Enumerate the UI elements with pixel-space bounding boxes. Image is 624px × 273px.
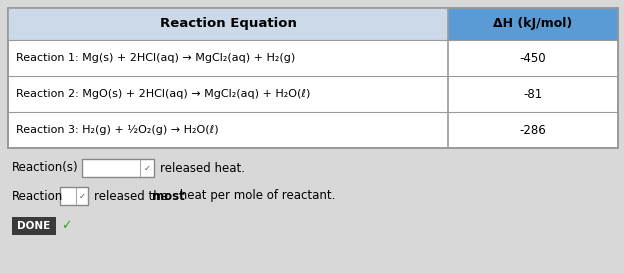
Text: DONE: DONE [17, 221, 51, 231]
Text: -450: -450 [520, 52, 547, 64]
Bar [8, 8, 618, 148]
Bar [82, 159, 154, 177]
Text: Reaction Equation: Reaction Equation [160, 17, 296, 31]
Text: -81: -81 [524, 88, 543, 100]
Text: -286: -286 [520, 123, 547, 136]
Text: Reaction 2: MgO(s) + 2HCl(aq) → MgCl₂(aq) + H₂O(ℓ): Reaction 2: MgO(s) + 2HCl(aq) → MgCl₂(aq… [16, 89, 310, 99]
Text: ✓: ✓ [61, 219, 72, 233]
Text: ΔH (kJ/mol): ΔH (kJ/mol) [494, 17, 573, 31]
Text: Reaction(s): Reaction(s) [12, 162, 79, 174]
Bar [8, 8, 448, 40]
Text: ✓: ✓ [144, 164, 150, 173]
Text: released heat.: released heat. [160, 162, 245, 174]
Text: most: most [152, 189, 185, 203]
Bar [60, 187, 88, 205]
Text: heat per mole of reactant.: heat per mole of reactant. [176, 189, 335, 203]
Text: Reaction 1: Mg(s) + 2HCl(aq) → MgCl₂(aq) + H₂(g): Reaction 1: Mg(s) + 2HCl(aq) → MgCl₂(aq)… [16, 53, 295, 63]
Text: Reaction: Reaction [12, 189, 63, 203]
Text: ✓: ✓ [79, 191, 85, 200]
Bar [12, 217, 56, 235]
Text: released the: released the [94, 189, 172, 203]
Bar [448, 8, 618, 40]
Text: Reaction 3: H₂(g) + ½O₂(g) → H₂O(ℓ): Reaction 3: H₂(g) + ½O₂(g) → H₂O(ℓ) [16, 125, 218, 135]
Bar [8, 8, 618, 148]
